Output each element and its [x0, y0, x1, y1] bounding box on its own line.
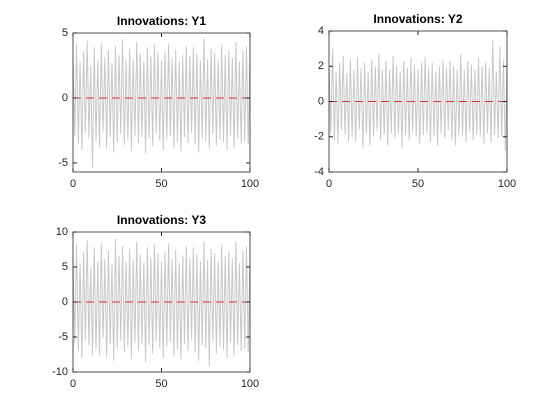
- y-tick-label: -2: [314, 131, 324, 143]
- y-tick-label: 2: [318, 60, 324, 72]
- x-tick-label: 0: [70, 378, 76, 390]
- chart-title: Innovations: Y3: [117, 213, 206, 227]
- x-tick-label: 0: [70, 178, 76, 190]
- series-line: [329, 39, 507, 151]
- y-tick-label: 0: [62, 296, 68, 308]
- x-tick-label: 100: [498, 178, 516, 190]
- x-tick-label: 0: [326, 178, 332, 190]
- x-tick-label: 50: [155, 378, 167, 390]
- chart-title: Innovations: Y1: [117, 14, 206, 28]
- y-tick-label: -10: [52, 366, 68, 378]
- y-tick-label: -5: [58, 157, 68, 169]
- chart-title: Innovations: Y2: [373, 12, 462, 26]
- y-tick-label: 0: [318, 95, 324, 107]
- y-tick-label: 10: [56, 226, 68, 238]
- subplot: 0 50 100 -4 -2 0 2 4 Innovations: Y2: [314, 12, 516, 190]
- x-tick-label: 100: [241, 378, 259, 390]
- x-tick-label: 50: [412, 178, 424, 190]
- y-tick-label: 5: [62, 27, 68, 39]
- subplot: 0 50 100 -10 -5 0 5 10 Innovations: Y3: [52, 213, 259, 390]
- y-tick-label: 5: [62, 261, 68, 273]
- x-tick-label: 100: [241, 178, 259, 190]
- y-tick-label: -5: [58, 331, 68, 343]
- y-tick-label: 4: [318, 25, 324, 37]
- y-tick-label: -4: [314, 166, 324, 178]
- series-line: [73, 238, 250, 367]
- y-tick-label: 0: [62, 92, 68, 104]
- plot-area: [73, 33, 250, 172]
- series-line: [73, 38, 250, 169]
- x-tick-label: 50: [155, 178, 167, 190]
